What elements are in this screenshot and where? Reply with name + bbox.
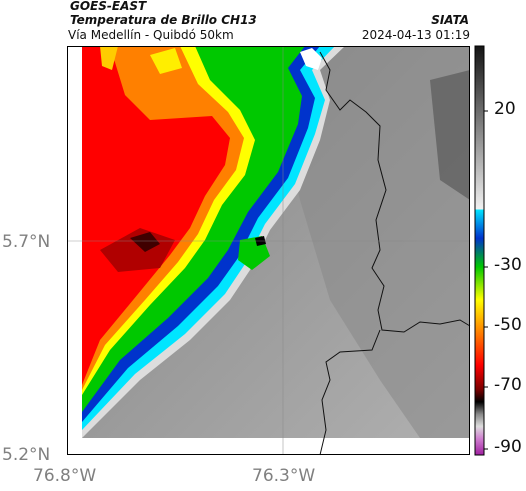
colorbar-tick-label: -30: [494, 255, 522, 275]
colorbar-tick-label: -50: [494, 315, 522, 335]
region-subtitle: Vía Medellín - Quibdó 50km: [68, 28, 234, 42]
organization-label: SIATA: [431, 13, 469, 27]
colorbar-tick-label: 20: [494, 99, 516, 119]
colorbar: [474, 45, 485, 456]
product-title: Temperatura de Brillo CH13: [70, 13, 257, 27]
boundary-line-south: [319, 329, 381, 456]
colorbar-tick-label: -70: [494, 375, 522, 395]
boundary-line: [319, 51, 471, 333]
timestamp: 2024-04-13 01:19: [361, 28, 470, 42]
lat-label-lower: 5.2°N: [2, 445, 51, 465]
lon-label-right: 76.3°W: [252, 466, 316, 486]
lat-label-upper: 5.7°N: [2, 232, 51, 252]
satellite-title: GOES-EAST: [70, 0, 147, 13]
map-frame: [67, 46, 470, 455]
colorbar-tick-label: -90: [494, 437, 522, 457]
brightness-temperature-field: [67, 46, 470, 455]
lon-label-left: 76.8°W: [33, 466, 97, 486]
